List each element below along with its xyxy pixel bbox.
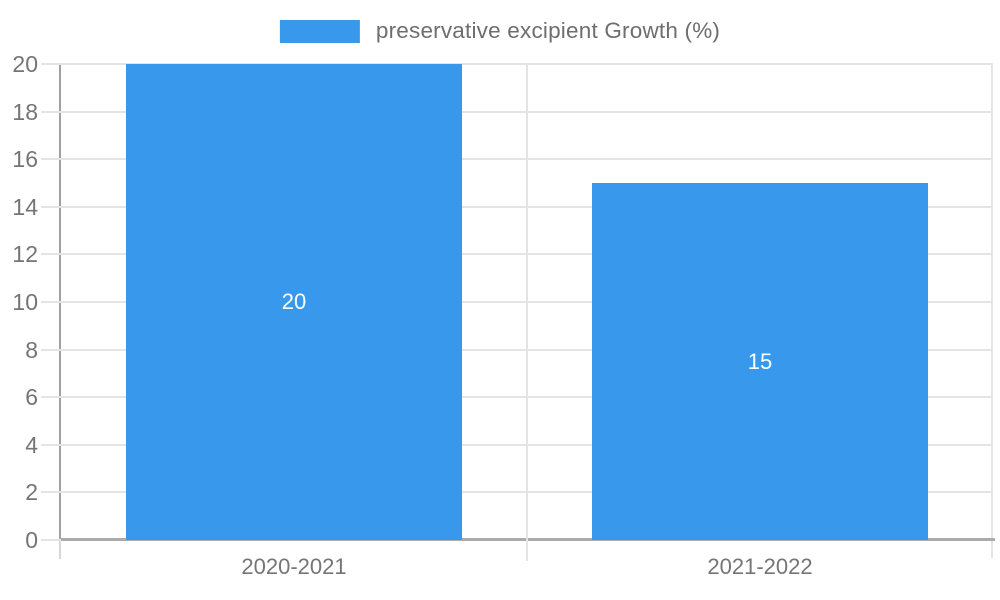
plot-right-border: [991, 64, 993, 558]
legend-label: preservative excipient Growth (%): [375, 18, 721, 43]
y-tick-label: 0: [25, 527, 38, 553]
bar[interactable]: 15: [592, 183, 928, 540]
gridline: [41, 301, 993, 303]
bar[interactable]: 20: [126, 64, 462, 540]
y-axis-tick-below: [59, 540, 61, 559]
y-tick-label: 8: [25, 336, 38, 363]
gridline: [41, 205, 993, 208]
y-tick-label: 4: [25, 431, 38, 458]
y-tick-label: 14: [12, 193, 38, 220]
plot-area: 20 15: [41, 63, 995, 561]
x-tick-label: 2021-2022: [707, 554, 813, 579]
bar-value-label: 20: [281, 289, 307, 314]
gridline: [41, 110, 993, 113]
gridline: [41, 253, 993, 256]
y-tick-label: 10: [12, 289, 38, 315]
y-axis-labels: 0 2 4 6 8 10 12 14 16 18 20: [0, 51, 38, 553]
x-tick-label: 2020-2021: [241, 554, 347, 579]
gridline: [41, 158, 993, 161]
y-tick-label: 2: [25, 479, 38, 506]
y-tick-label: 18: [12, 98, 38, 125]
y-tick-label: 12: [12, 241, 38, 268]
y-tick-label: 20: [12, 51, 38, 77]
bar-value-label: 15: [747, 348, 773, 374]
gridline: [41, 63, 993, 65]
category-divider: [526, 64, 528, 561]
x-axis-labels: 2020-2021 2021-2022: [61, 554, 993, 584]
legend[interactable]: preservative excipient Growth (%): [279, 18, 721, 44]
gridline: [41, 491, 993, 494]
legend-swatch: [279, 19, 360, 43]
y-tick-label: 16: [12, 146, 38, 173]
axis-tick: [41, 539, 61, 541]
gridline: [41, 396, 993, 399]
gridline: [41, 348, 993, 351]
gridline: [41, 443, 993, 446]
y-tick-label: 6: [25, 384, 38, 411]
